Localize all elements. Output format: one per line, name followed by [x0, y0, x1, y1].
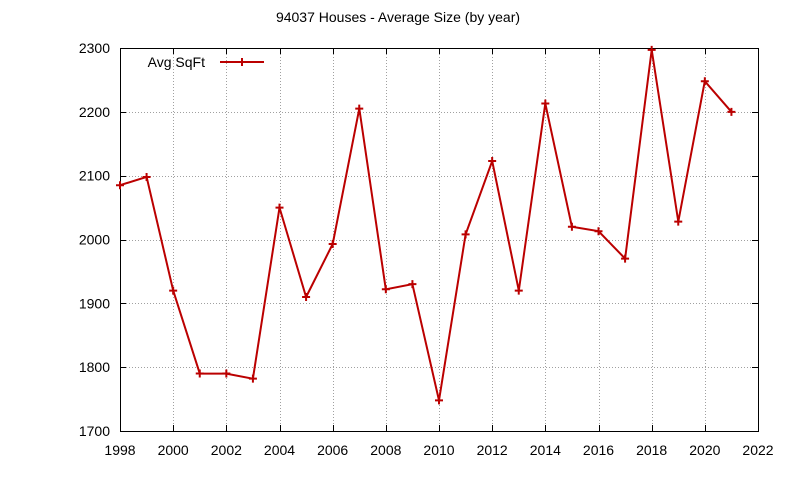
y-tick-label: 1700	[79, 423, 110, 439]
y-tick-label: 1800	[79, 359, 110, 375]
x-tick-label: 2014	[530, 442, 561, 458]
data-point-marker	[461, 230, 470, 239]
x-tick-label: 2016	[583, 442, 614, 458]
x-tick-label: 2022	[742, 442, 773, 458]
grid	[120, 48, 758, 431]
x-tick-label: 1998	[104, 442, 135, 458]
data-point-marker	[674, 217, 683, 226]
x-tick-label: 2008	[370, 442, 401, 458]
data-point-marker	[222, 369, 231, 378]
data-point-marker	[142, 172, 151, 181]
axis-ticks	[120, 48, 759, 432]
data-point-marker	[435, 396, 443, 405]
x-tick-label: 2020	[689, 442, 720, 458]
data-point-marker	[248, 374, 257, 383]
chart-title: 94037 Houses - Average Size (by year)	[276, 9, 520, 25]
data-point-marker	[700, 77, 709, 86]
data-point-marker	[381, 285, 390, 294]
data-point-marker	[328, 239, 337, 248]
x-tick-label: 2000	[158, 442, 189, 458]
data-point-marker	[727, 107, 736, 116]
y-tick-label: 2300	[79, 40, 110, 56]
data-point-marker	[195, 369, 204, 378]
y-tick-labels: 1700 1800 1900 2000 2100 2200 2300	[79, 40, 110, 439]
x-tick-label: 2018	[636, 442, 667, 458]
data-point-marker	[355, 104, 364, 113]
x-tick-label: 2006	[317, 442, 348, 458]
legend: Avg SqFt	[148, 54, 264, 70]
data-point-marker	[567, 222, 576, 231]
y-tick-label: 2100	[79, 168, 110, 184]
y-tick-label: 2200	[79, 104, 110, 120]
data-point-marker	[275, 203, 284, 212]
data-point-marker	[541, 99, 550, 108]
legend-marker	[238, 58, 246, 66]
x-tick-label: 2010	[423, 442, 454, 458]
series-avg-sqft	[116, 45, 736, 405]
data-point-marker	[116, 181, 124, 190]
data-point-marker	[408, 280, 417, 289]
data-point-marker	[302, 292, 311, 301]
x-tick-label: 2002	[211, 442, 242, 458]
legend-line-sample	[220, 58, 264, 66]
legend-label: Avg SqFt	[148, 54, 205, 70]
data-point-marker	[594, 227, 603, 236]
x-tick-label: 2004	[264, 442, 295, 458]
data-point-marker	[647, 45, 656, 54]
data-point-marker	[169, 286, 178, 295]
data-point-marker	[488, 156, 497, 165]
data-point-marker	[621, 254, 630, 263]
y-tick-label: 2000	[79, 232, 110, 248]
data-point-marker	[514, 286, 523, 295]
x-tick-labels: 1998 2000 2002 2004 2006 2008 2010 2012 2014 2016…	[104, 442, 773, 458]
x-tick-label: 2012	[477, 442, 508, 458]
y-tick-label: 1900	[79, 295, 110, 311]
series-line	[119, 49, 733, 401]
